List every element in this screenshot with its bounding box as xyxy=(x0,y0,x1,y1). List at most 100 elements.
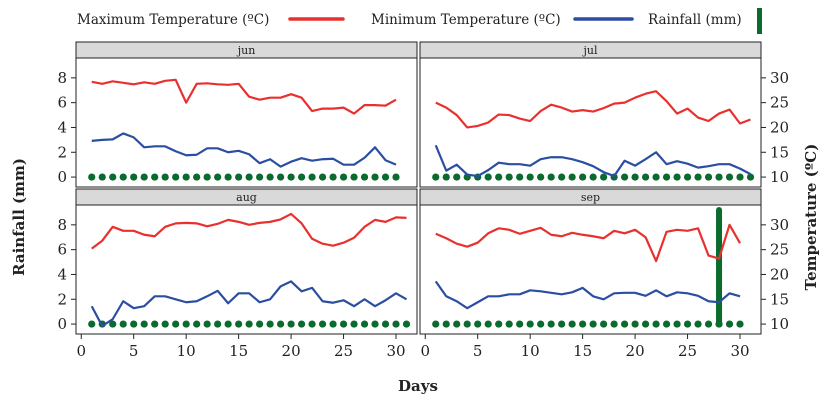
rainfall-point xyxy=(287,320,295,328)
y-right-tick-label: 10 xyxy=(770,315,789,333)
rainfall-point xyxy=(182,320,190,328)
x-tick-label: 20 xyxy=(282,342,301,360)
rainfall-point xyxy=(360,173,369,181)
rainfall-point xyxy=(432,320,440,328)
rainfall-point xyxy=(516,320,524,328)
x-tick-label: 30 xyxy=(730,342,749,360)
rainfall-point xyxy=(235,173,243,181)
y-left-tick-label: 6 xyxy=(57,241,67,259)
y-left-tick-label: 4 xyxy=(57,118,67,136)
x-tick-label: 30 xyxy=(386,342,405,360)
y-left-tick-label: 6 xyxy=(57,94,67,112)
rainfall-point xyxy=(568,320,576,328)
max-temperature-line xyxy=(435,223,741,263)
rainfall-point xyxy=(339,173,348,181)
rainfall-point xyxy=(453,320,461,328)
rainfall-point xyxy=(88,173,96,181)
rainfall-point xyxy=(172,320,180,328)
rainfall-point xyxy=(277,320,285,328)
x-tick-label: 5 xyxy=(129,342,139,360)
rainfall-point xyxy=(631,320,639,328)
rainfall-point xyxy=(266,320,274,328)
rainfall-point xyxy=(662,320,671,328)
x-tick-label: 15 xyxy=(229,342,248,360)
rainfall-point xyxy=(130,320,138,328)
rainfall-point xyxy=(516,173,524,181)
min-temperature-line xyxy=(434,144,752,178)
rainfall-point xyxy=(140,320,148,328)
y-axis-right-title: Temperature (ºC) xyxy=(802,144,820,291)
rainfall-point xyxy=(505,320,513,328)
panel-aug: aug xyxy=(75,188,418,335)
rainfall-point xyxy=(725,320,734,328)
y-right-tick-label: 25 xyxy=(770,94,789,112)
rainfall-point xyxy=(381,173,390,181)
rainfall-point xyxy=(526,173,534,181)
rainfall-point xyxy=(432,173,440,181)
x-tick-label: 20 xyxy=(626,342,645,360)
y-right-tick-label: 10 xyxy=(770,168,789,186)
max-temperature-line xyxy=(435,90,751,129)
rainfall-point xyxy=(130,173,138,181)
rainfall-point xyxy=(245,173,253,181)
min-temperature-line xyxy=(434,280,741,310)
rainfall-point xyxy=(88,320,96,328)
panel-sep: sep xyxy=(419,188,762,335)
max-temperature-line xyxy=(91,212,407,250)
rainfall-point xyxy=(245,320,253,328)
strip-label-jun: jun xyxy=(236,44,256,57)
rainfall-point xyxy=(621,320,629,328)
x-tick-label: 15 xyxy=(573,342,592,360)
rainfall-point xyxy=(694,320,702,328)
x-tick-label: 5 xyxy=(473,342,483,360)
rainfall-point xyxy=(214,320,222,328)
rainfall-point xyxy=(371,320,379,328)
rainfall-point xyxy=(256,173,264,181)
rainfall-point xyxy=(673,173,681,181)
rainfall-point xyxy=(725,173,734,181)
rainfall-point xyxy=(652,173,660,181)
rainfall-point xyxy=(329,320,337,328)
y-left-tick-label: 2 xyxy=(57,143,67,161)
rainfall-point xyxy=(547,173,555,181)
rainfall-point xyxy=(109,173,117,181)
rainfall-point xyxy=(505,173,513,181)
rainfall-point xyxy=(600,173,608,181)
rainfall-point xyxy=(297,320,306,328)
y-left-tick-label: 0 xyxy=(57,168,67,186)
rainfall-point xyxy=(266,173,274,181)
rainfall-point xyxy=(673,320,681,328)
axes: 0 2 4 6 8 10 15 20 25 30 0 2 4 6 8 0 5 10 15 20 25 30 10 15 20 25… xyxy=(57,69,789,360)
rainfall-point xyxy=(631,173,639,181)
rainfall-point xyxy=(453,173,461,181)
legend-key-rain xyxy=(757,8,762,34)
x-tick-label: 0 xyxy=(76,342,86,360)
rainfall-point xyxy=(182,173,190,181)
legend: Maximum Temperature (ºC) Minimum Temperat… xyxy=(77,8,762,34)
rainfall-point xyxy=(402,320,411,328)
rainfall-point xyxy=(308,320,316,328)
rainfall-point xyxy=(736,173,744,181)
rainfall-point xyxy=(193,173,201,181)
rainfall-point xyxy=(172,173,180,181)
y-right-tick-label: 25 xyxy=(770,241,789,259)
rainfall-point xyxy=(119,320,127,328)
rainfall-point xyxy=(484,173,492,181)
facet-panels: jun jul aug sep xyxy=(75,41,762,335)
rainfall-point xyxy=(704,173,713,181)
rainfall-point xyxy=(600,320,608,328)
legend-label-rain: Rainfall (mm) xyxy=(648,12,742,28)
x-tick-label: 0 xyxy=(420,342,430,360)
rainfall-point xyxy=(442,320,450,328)
rainfall-point xyxy=(329,173,337,181)
y-right-tick-label: 30 xyxy=(770,69,789,87)
rainfall-point xyxy=(392,320,400,328)
rainfall-point xyxy=(350,320,358,328)
min-temperature-line xyxy=(91,132,397,168)
panel-jul: jul xyxy=(419,41,762,188)
rainfall-point xyxy=(442,173,450,181)
rainfall-point xyxy=(495,173,503,181)
strip-label-jul: jul xyxy=(581,44,597,57)
rainfall-point xyxy=(683,320,692,328)
